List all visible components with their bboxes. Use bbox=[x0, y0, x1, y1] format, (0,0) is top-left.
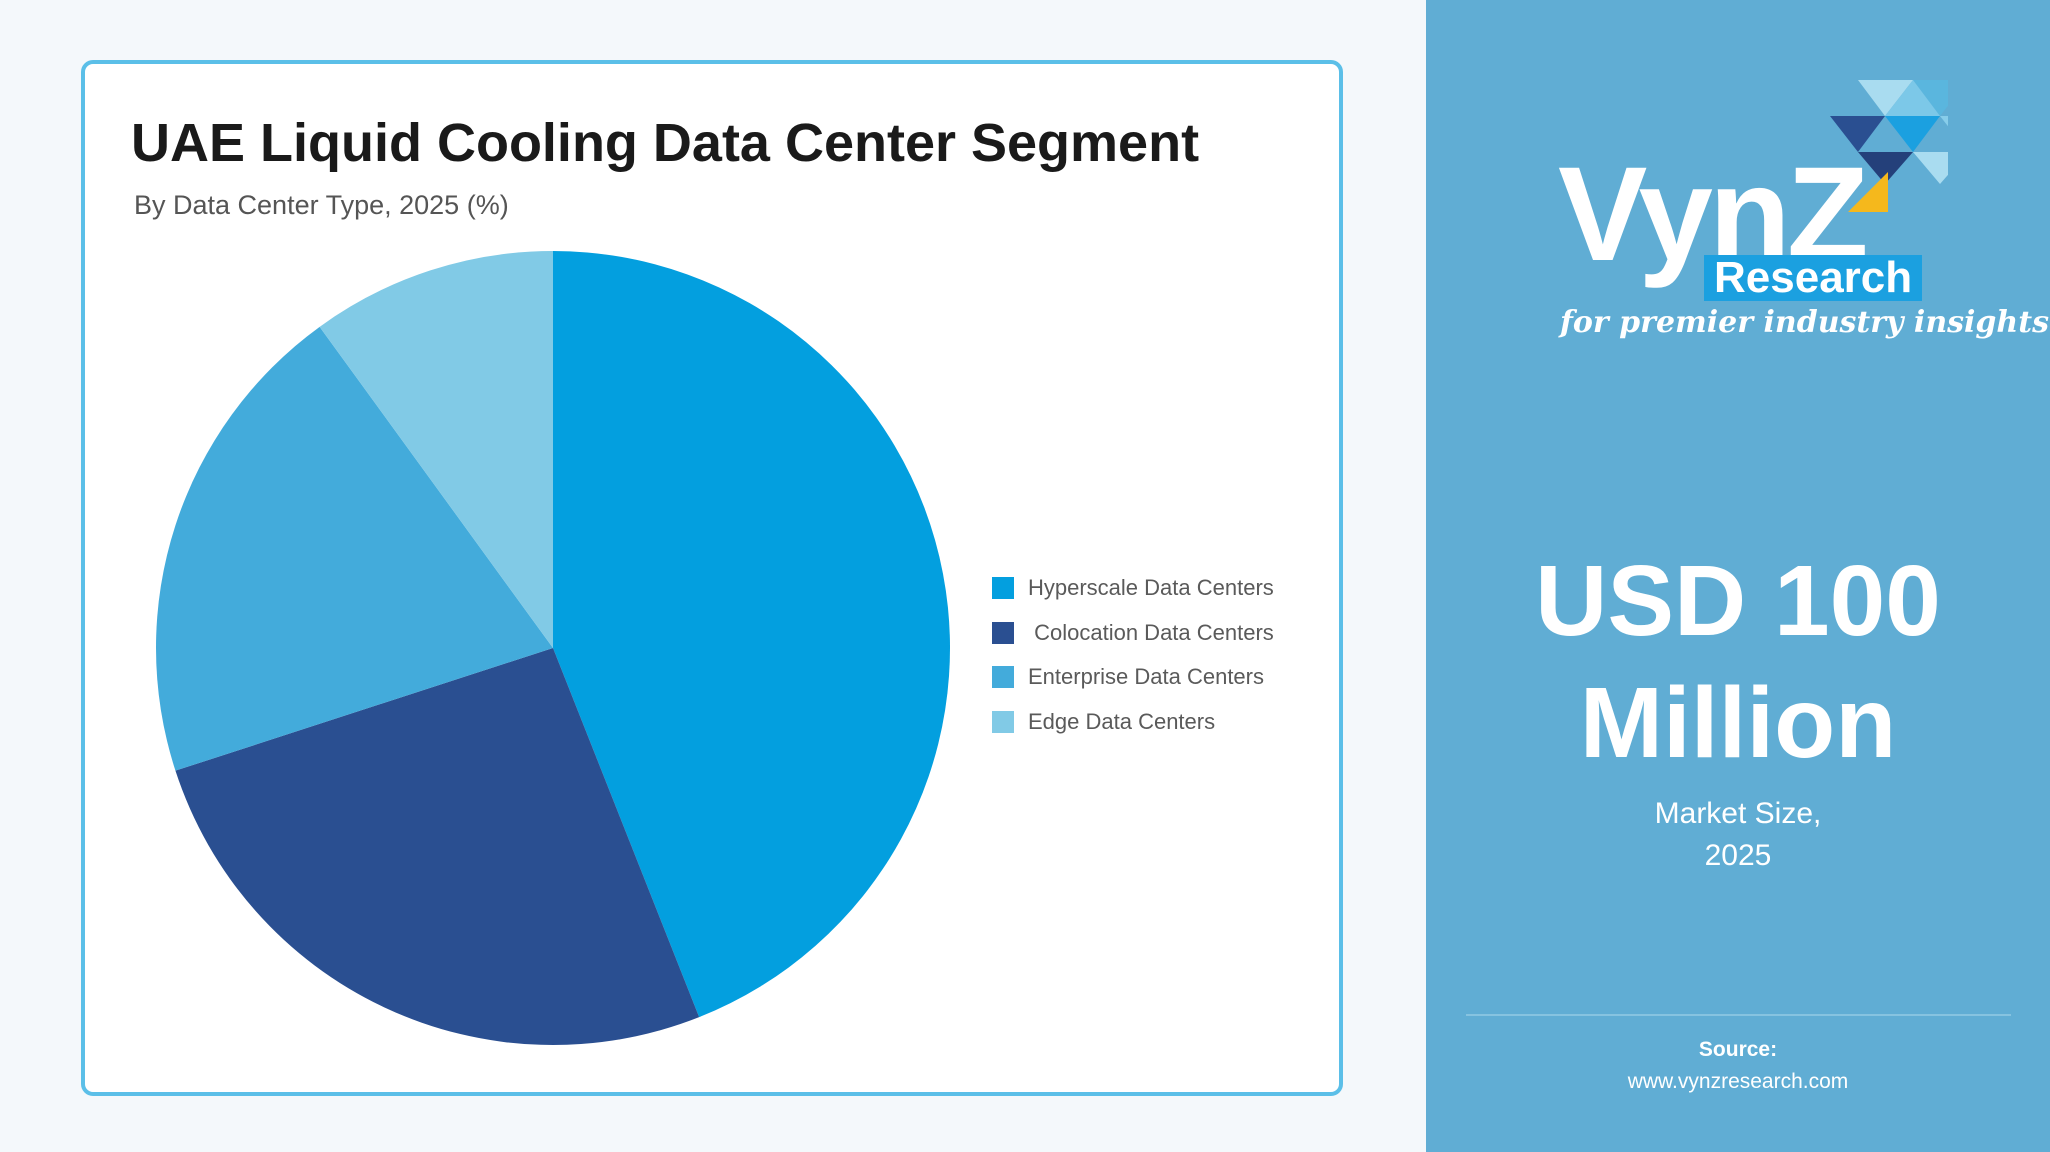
divider bbox=[1466, 1014, 2011, 1016]
logo-triangles-icon bbox=[1830, 80, 1948, 212]
legend-swatch bbox=[992, 621, 1014, 644]
legend-swatch bbox=[992, 666, 1014, 689]
legend-label: Enterprise Data Centers bbox=[1028, 664, 1264, 690]
legend-item: Colocation Data Centers bbox=[992, 611, 1274, 656]
market-size-caption: Market Size, 2025 bbox=[1426, 793, 2050, 877]
legend-swatch bbox=[992, 710, 1014, 733]
chart-subtitle: By Data Center Type, 2025 (%) bbox=[134, 190, 509, 220]
chart-legend: Hyperscale Data Centers Colocation Data … bbox=[992, 566, 1274, 744]
legend-label: Edge Data Centers bbox=[1028, 708, 1216, 734]
legend-label: Colocation Data Centers bbox=[1028, 619, 1274, 645]
pie-chart bbox=[156, 251, 950, 1045]
pie-slice bbox=[156, 326, 553, 771]
legend-item: Edge Data Centers bbox=[992, 700, 1274, 745]
legend-swatch bbox=[992, 577, 1014, 600]
legend-item: Enterprise Data Centers bbox=[992, 655, 1274, 700]
pie-slice bbox=[319, 251, 553, 648]
source-link[interactable]: www.vynzresearch.com bbox=[1627, 1070, 1849, 1093]
legend-item: Hyperscale Data Centers bbox=[992, 566, 1274, 611]
market-size-value-line: Million bbox=[1579, 667, 1897, 779]
chart-title: UAE Liquid Cooling Data Center Segment bbox=[131, 113, 1200, 173]
market-size-value: USD 100 Million bbox=[1426, 540, 2050, 784]
source-label: Source: bbox=[1698, 1038, 1778, 1061]
pie-slice bbox=[175, 648, 700, 1045]
logo-tagline: for premier industry insights bbox=[1560, 305, 2049, 340]
market-size-value-line: USD 100 bbox=[1535, 545, 1941, 657]
summary-panel: VynZ Research for premier industry insig… bbox=[1426, 0, 2050, 1152]
market-size-caption-line: 2025 bbox=[1704, 839, 1772, 872]
market-size-caption-line: Market Size, bbox=[1654, 797, 1822, 830]
pie-slice bbox=[553, 251, 950, 1018]
logo-research-badge: Research bbox=[1704, 255, 1923, 301]
legend-label: Hyperscale Data Centers bbox=[1028, 575, 1274, 601]
